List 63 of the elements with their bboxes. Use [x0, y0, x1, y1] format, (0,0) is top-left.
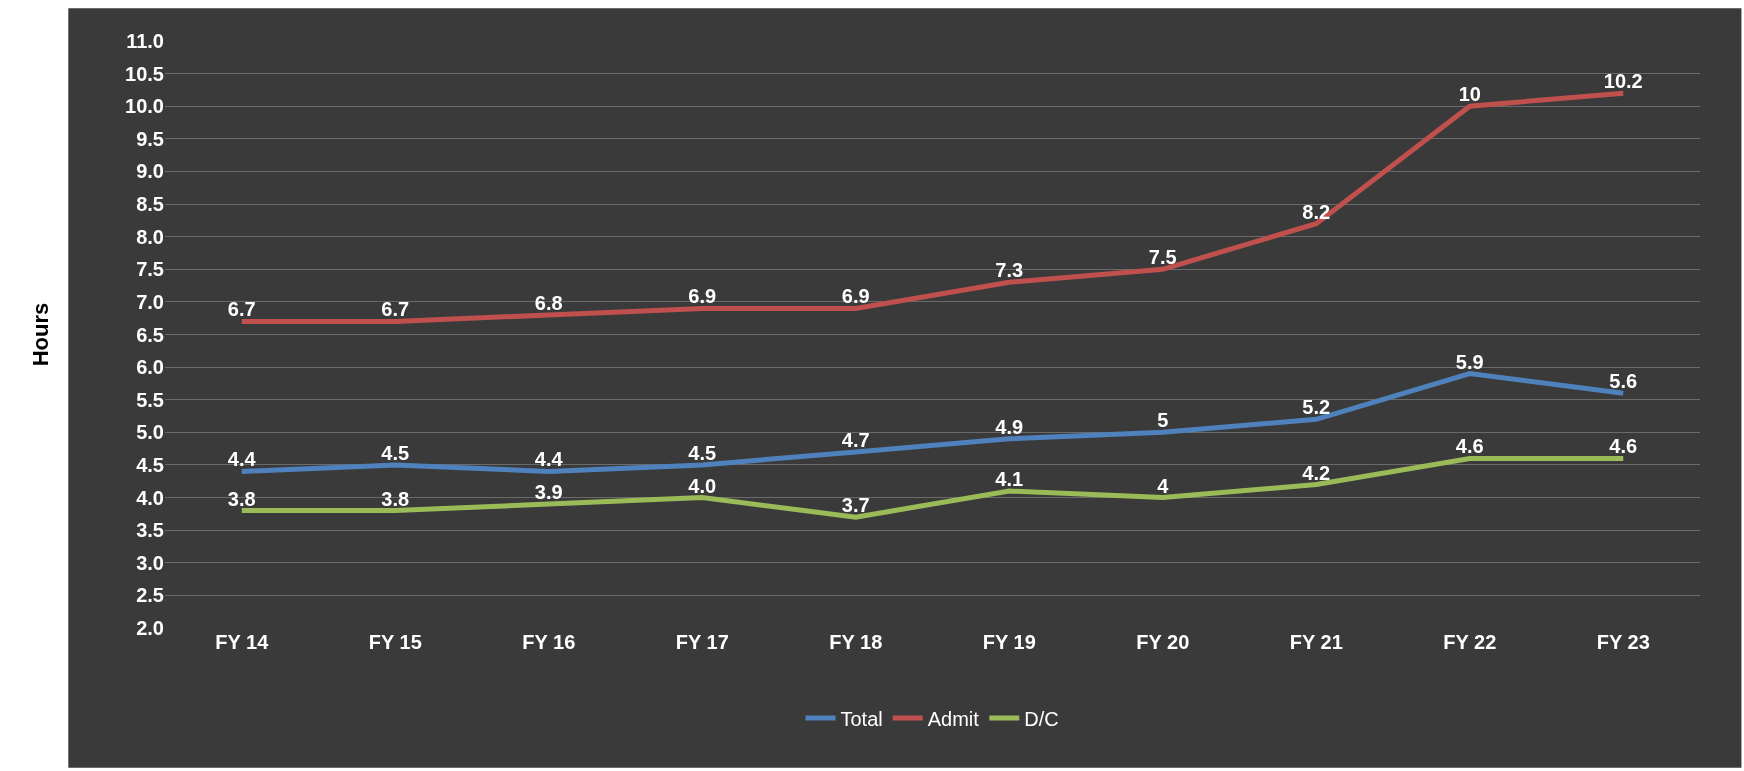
data-label: 4.0	[688, 474, 717, 497]
data-label: 4	[1157, 474, 1170, 497]
data-label: 3.9	[534, 481, 563, 504]
data-label: 4.6	[1609, 435, 1638, 458]
x-tick-label: FY 18	[829, 631, 883, 653]
x-tick-label: FY 20	[1136, 631, 1190, 653]
data-label: 5	[1157, 409, 1169, 432]
x-tick-label: FY 22	[1443, 631, 1497, 653]
data-label: 4.4	[227, 448, 257, 471]
y-tick-label: 9.5	[136, 127, 164, 150]
y-tick-label: 8.5	[136, 193, 164, 216]
y-tick-label: 10.5	[125, 62, 164, 85]
data-label: 4.5	[688, 441, 717, 464]
data-label: 6.7	[381, 298, 410, 321]
y-tick-label: 11.0	[126, 30, 164, 52]
legend-label: Admit	[927, 707, 980, 730]
y-tick-label: 10.0	[125, 95, 164, 118]
data-label: 6.9	[688, 285, 717, 308]
y-tick-label: 7.5	[136, 258, 164, 281]
y-tick-label: 2.5	[136, 584, 164, 607]
legend-label: Total	[840, 707, 883, 730]
data-label: 7.5	[1148, 246, 1177, 269]
x-tick-label: FY 15	[368, 631, 422, 653]
y-tick-label: 2.0	[136, 617, 164, 639]
x-tick-label: FY 14	[215, 631, 270, 653]
data-label: 4.9	[995, 415, 1024, 438]
x-tick-label: FY 21	[1289, 631, 1343, 653]
y-tick-label: 6.5	[136, 323, 164, 346]
y-tick-label: 8.0	[136, 225, 164, 248]
x-tick-label: FY 19	[982, 631, 1036, 653]
data-label: 6.8	[534, 291, 563, 314]
data-label: 6.9	[841, 285, 870, 308]
legend-label: D/C	[1024, 707, 1059, 730]
data-label: 3.8	[227, 487, 256, 510]
x-tick-label: FY 23	[1596, 631, 1650, 653]
y-tick-label: 5.0	[136, 421, 164, 444]
y-tick-label: 6.0	[136, 356, 164, 379]
data-label: 4.2	[1302, 461, 1331, 484]
x-tick-label: FY 17	[675, 631, 729, 653]
data-label: 4.5	[381, 441, 410, 464]
x-tick-label: FY 16	[522, 631, 576, 653]
y-tick-label: 4.0	[136, 486, 164, 509]
data-label: 4.1	[995, 468, 1024, 491]
data-label: 3.7	[841, 494, 870, 517]
data-label: 8.2	[1302, 200, 1331, 223]
data-label: 10.2	[1603, 70, 1643, 93]
y-tick-label: 9.0	[136, 160, 164, 183]
data-label: 5.2	[1302, 396, 1331, 419]
y-tick-label: 3.0	[136, 551, 164, 574]
y-tick-label: 5.5	[136, 388, 164, 411]
data-label: 4.7	[841, 428, 870, 451]
data-label: 5.9	[1455, 350, 1484, 373]
y-tick-label: 7.0	[136, 290, 164, 313]
data-label: 3.8	[381, 487, 410, 510]
y-tick-label: 3.5	[136, 519, 164, 542]
data-label: 4.6	[1455, 435, 1484, 458]
data-label: 7.3	[995, 259, 1024, 282]
data-label: 6.7	[227, 298, 256, 321]
data-label: 10	[1458, 83, 1481, 106]
data-label: 4.4	[534, 448, 564, 471]
data-label: 5.6	[1609, 370, 1638, 393]
y-tick-label: 4.5	[136, 453, 164, 476]
y-axis-title: Hours	[27, 302, 53, 367]
